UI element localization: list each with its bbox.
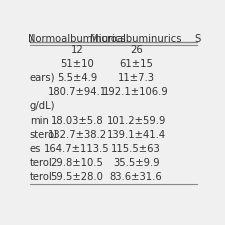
Text: 26: 26 <box>130 45 143 54</box>
Text: Microalbuminurics: Microalbuminurics <box>90 34 182 44</box>
Text: 59.5±28.0: 59.5±28.0 <box>50 172 104 182</box>
Text: 83.6±31.6: 83.6±31.6 <box>110 172 163 182</box>
Text: 35.5±9.9: 35.5±9.9 <box>113 158 160 168</box>
Text: Normoalbuminurics: Normoalbuminurics <box>28 34 126 44</box>
Text: g/dL): g/dL) <box>30 101 55 111</box>
Text: terol: terol <box>30 158 53 168</box>
Text: 192.1±106.9: 192.1±106.9 <box>103 87 169 97</box>
Text: min: min <box>30 116 49 126</box>
Text: 5.5±4.9: 5.5±4.9 <box>57 73 97 83</box>
Text: 18.03±5.8: 18.03±5.8 <box>51 116 103 126</box>
Text: ears): ears) <box>30 73 55 83</box>
Text: 101.2±59.9: 101.2±59.9 <box>107 116 166 126</box>
Text: 164.7±113.5: 164.7±113.5 <box>44 144 110 154</box>
Text: 132.7±38.2: 132.7±38.2 <box>47 130 106 140</box>
Text: es: es <box>30 144 41 154</box>
Text: sterol: sterol <box>30 130 58 140</box>
Text: terol: terol <box>30 172 53 182</box>
Text: 51±10: 51±10 <box>60 59 94 69</box>
Text: 11±7.3: 11±7.3 <box>118 73 155 83</box>
Text: 29.8±10.5: 29.8±10.5 <box>50 158 104 168</box>
Text: 115.5±63: 115.5±63 <box>111 144 161 154</box>
Text: 180.7±94.1: 180.7±94.1 <box>47 87 106 97</box>
Text: 139.1±41.4: 139.1±41.4 <box>107 130 166 140</box>
Text: 61±15: 61±15 <box>119 59 153 69</box>
Text: S: S <box>194 34 200 44</box>
Text: /: / <box>30 34 33 44</box>
Text: 12: 12 <box>71 45 83 54</box>
